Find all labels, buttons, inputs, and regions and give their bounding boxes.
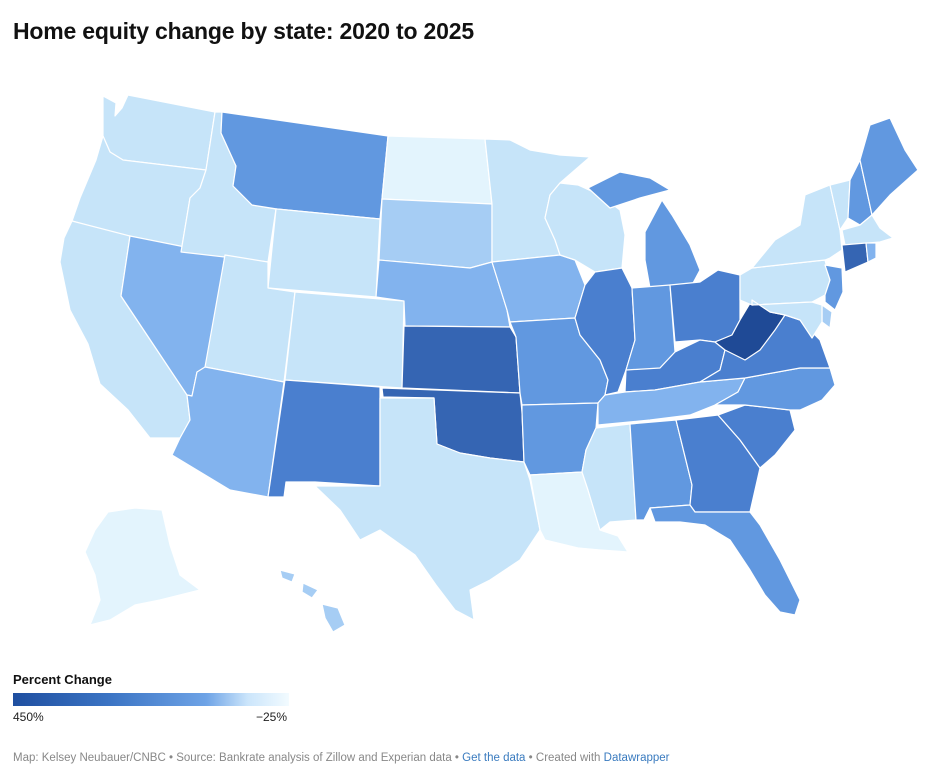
state-md[interactable] bbox=[751, 299, 823, 339]
state-de[interactable] bbox=[821, 304, 833, 329]
state-ny[interactable] bbox=[751, 184, 843, 269]
footer-separator: • bbox=[528, 752, 533, 764]
state-hi[interactable] bbox=[279, 569, 346, 633]
footer-separator: • bbox=[454, 752, 459, 764]
state-ct[interactable] bbox=[841, 242, 869, 273]
footer-source: Source: Bankrate analysis of Zillow and … bbox=[176, 752, 452, 764]
state-fl[interactable] bbox=[649, 504, 801, 616]
state-nj[interactable] bbox=[824, 264, 844, 311]
state-tx[interactable] bbox=[314, 397, 541, 621]
get-the-data-link[interactable]: Get the data bbox=[462, 752, 526, 764]
state-co[interactable] bbox=[284, 291, 405, 389]
state-mi[interactable] bbox=[587, 171, 701, 289]
state-wy[interactable] bbox=[267, 208, 381, 298]
map-title: Home equity change by state: 2020 to 202… bbox=[13, 18, 474, 44]
datawrapper-link[interactable]: Datawrapper bbox=[603, 752, 670, 764]
state-ri[interactable] bbox=[865, 242, 877, 263]
legend-title: Percent Change bbox=[13, 672, 112, 687]
state-nm[interactable] bbox=[267, 379, 381, 498]
footer-credits: Map: Kelsey Neubauer/CNBC • Source: Bank… bbox=[13, 752, 670, 764]
footer-created: Created with bbox=[535, 752, 601, 764]
legend-min-label: −25% bbox=[256, 710, 288, 724]
legend-color-scale bbox=[13, 693, 289, 706]
state-me[interactable] bbox=[859, 117, 919, 216]
footer-separator: • bbox=[168, 752, 173, 764]
state-ak[interactable] bbox=[84, 507, 201, 626]
state-ks[interactable] bbox=[401, 325, 521, 394]
state-nd[interactable] bbox=[381, 135, 493, 205]
us-choropleth-map bbox=[59, 94, 919, 633]
legend-max-label: 450% bbox=[13, 710, 44, 724]
state-sd[interactable] bbox=[378, 198, 493, 269]
footer-credit: Map: Kelsey Neubauer/CNBC bbox=[13, 752, 166, 764]
